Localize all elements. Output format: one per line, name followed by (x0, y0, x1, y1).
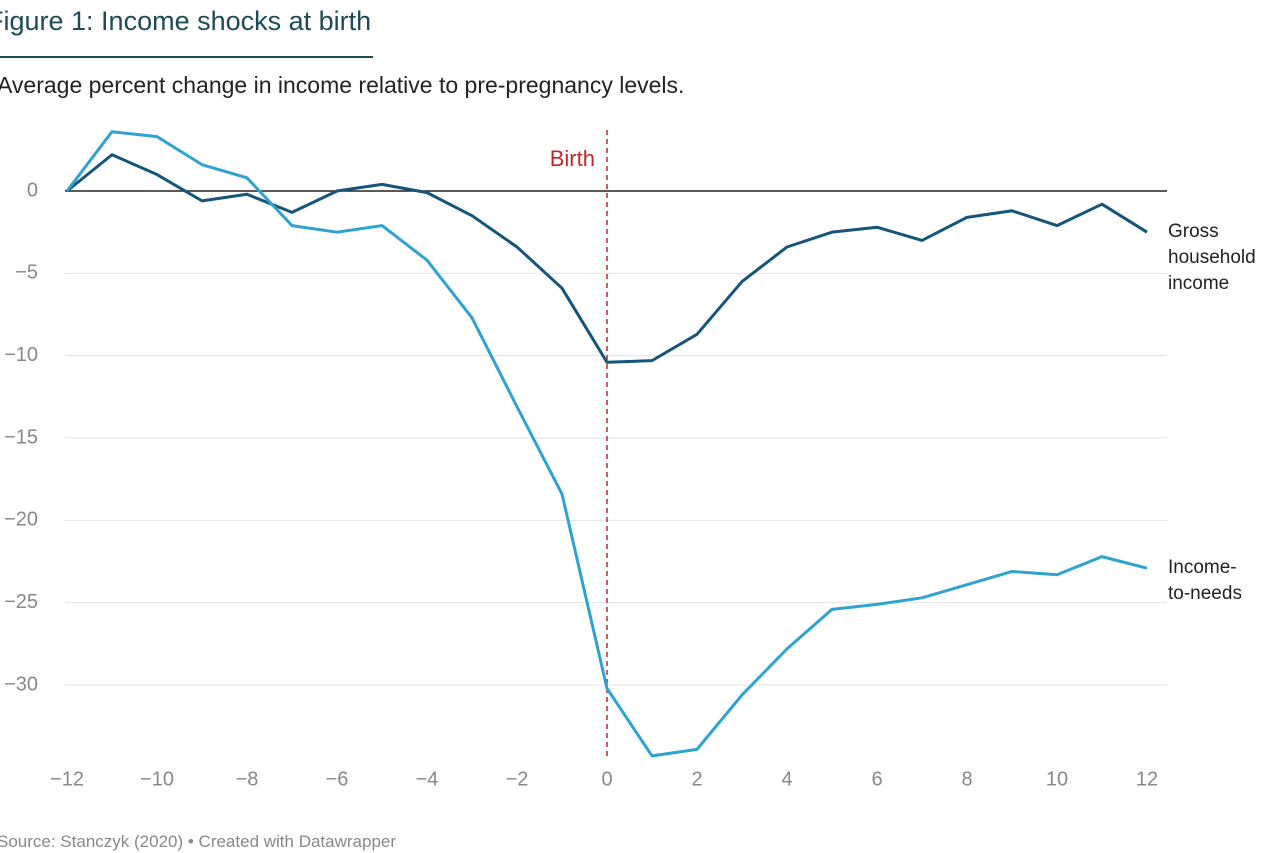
y-tick-label: −20 (4, 509, 38, 531)
y-tick-label: −15 (4, 426, 38, 448)
x-tick-label: 12 (1136, 768, 1158, 790)
y-tick-label: −25 (4, 591, 38, 613)
y-tick-label: −30 (4, 673, 38, 695)
x-tick-label: 4 (781, 768, 792, 790)
x-tick-label: 0 (601, 768, 612, 790)
x-tick-label: −12 (50, 768, 84, 790)
x-tick-label: −2 (506, 768, 529, 790)
x-tick-label: 8 (961, 768, 972, 790)
x-tick-label: 6 (871, 768, 882, 790)
y-tick-label: 0 (27, 179, 38, 201)
x-tick-label: −6 (326, 768, 349, 790)
chart-title: Figure 1: Income shocks at birth (0, 6, 372, 36)
x-tick-label: −8 (236, 768, 259, 790)
chart-subtitle: Average percent change in income relativ… (0, 72, 685, 98)
y-tick-label: −10 (4, 344, 38, 366)
x-tick-label: −4 (416, 768, 439, 790)
annotation-label: Birth (550, 146, 595, 171)
y-tick-label: −5 (15, 262, 38, 284)
x-tick-label: 10 (1046, 768, 1068, 790)
legend-label: Gross household income (1168, 221, 1256, 295)
series-line (65, 130, 1148, 758)
title-rule (0, 56, 373, 58)
source-note: Source: Stanczyk (2020) • Created with D… (0, 832, 397, 851)
x-tick-label: −10 (140, 768, 174, 790)
legend-label: Income-to-needs (1168, 557, 1242, 605)
series-line (66, 153, 1148, 364)
x-tick-label: 2 (691, 768, 702, 790)
